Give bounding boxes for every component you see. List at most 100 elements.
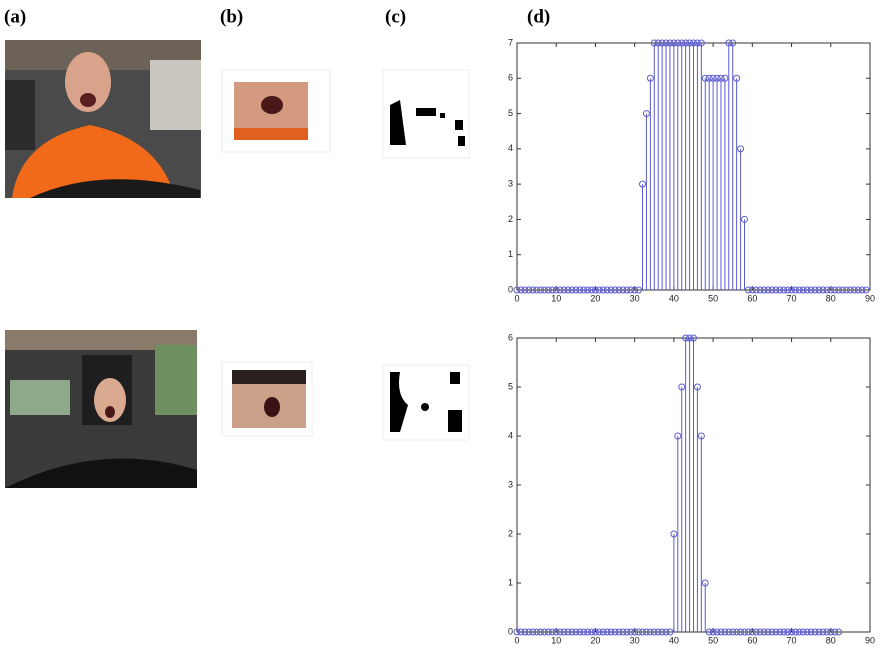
stem-marker <box>544 628 552 636</box>
stem-marker <box>631 628 639 636</box>
stem-marker <box>795 628 803 636</box>
stem-marker <box>650 39 658 47</box>
stem-marker <box>639 628 647 636</box>
stem-marker <box>713 628 721 636</box>
stem-marker <box>635 286 643 294</box>
stem-marker <box>560 286 568 294</box>
x-tick-label: 40 <box>669 635 679 645</box>
stem-marker <box>599 628 607 636</box>
stem-marker <box>642 628 650 636</box>
stem-marker <box>748 628 756 636</box>
y-tick-label: 3 <box>508 179 513 189</box>
stem-marker <box>642 110 650 118</box>
stem-marker <box>513 628 521 636</box>
stem-marker <box>819 286 827 294</box>
stem-marker <box>803 628 811 636</box>
y-tick-label: 0 <box>508 626 513 636</box>
stem-marker <box>603 628 611 636</box>
x-tick-label: 70 <box>787 635 797 645</box>
stem-marker <box>752 628 760 636</box>
stem-marker <box>646 74 654 82</box>
stem-marker <box>835 628 843 636</box>
stem-marker <box>623 628 631 636</box>
stem-marker <box>811 286 819 294</box>
stem-marker <box>693 383 701 391</box>
stem-marker <box>737 628 745 636</box>
stem-marker <box>548 286 556 294</box>
stem-marker <box>627 628 635 636</box>
stem-marker <box>839 286 847 294</box>
stem-marker <box>791 286 799 294</box>
stem-marker <box>858 286 866 294</box>
stem-marker <box>623 286 631 294</box>
stem-marker <box>713 74 721 82</box>
y-tick-label: 0 <box>508 284 513 294</box>
y-tick-label: 2 <box>508 528 513 538</box>
stem-marker <box>850 286 858 294</box>
stem-marker <box>670 530 678 538</box>
y-tick-label: 7 <box>508 37 513 47</box>
stem-marker <box>690 39 697 47</box>
stem-marker <box>650 628 658 636</box>
stem-marker <box>537 286 545 294</box>
stem-marker <box>682 39 690 47</box>
stem-marker <box>591 286 599 294</box>
stem-marker <box>791 628 799 636</box>
stem-marker <box>740 628 748 636</box>
stem-marker <box>772 628 780 636</box>
stem-marker <box>658 39 666 47</box>
stem-marker <box>740 215 748 223</box>
stem-marker <box>701 74 709 82</box>
stem-marker <box>599 286 607 294</box>
stem-marker <box>729 628 737 636</box>
x-tick-label: 10 <box>551 293 561 303</box>
stem-marker <box>701 579 709 587</box>
stem-marker <box>603 286 611 294</box>
stem-marker <box>666 628 674 636</box>
stem-marker <box>737 145 745 153</box>
stem-marker <box>556 286 564 294</box>
stem-marker <box>725 628 733 636</box>
stem-marker <box>705 628 713 636</box>
stem-marker <box>803 286 811 294</box>
stem-marker <box>717 74 725 82</box>
stem-marker <box>854 286 862 294</box>
stem-marker <box>654 39 662 47</box>
stem-marker <box>823 286 831 294</box>
stem-marker <box>540 286 548 294</box>
stem-marker <box>717 628 725 636</box>
driver-photo <box>5 330 197 488</box>
x-tick-label: 30 <box>630 293 640 303</box>
stem-marker <box>697 39 705 47</box>
stem-marker <box>678 383 686 391</box>
stem-marker <box>744 628 752 636</box>
stem-marker <box>619 286 627 294</box>
stem-marker <box>564 286 572 294</box>
panel-label: (d) <box>527 6 550 27</box>
stem-marker <box>693 39 701 47</box>
driver-photo <box>5 40 201 198</box>
stem-marker <box>752 286 760 294</box>
stem-marker <box>658 628 666 636</box>
stem-marker <box>690 334 697 342</box>
y-tick-label: 4 <box>508 143 513 153</box>
stem-marker <box>807 628 815 636</box>
stem-marker <box>548 628 556 636</box>
stem-marker <box>521 628 529 636</box>
stem-marker <box>670 39 678 47</box>
stem-marker <box>525 628 533 636</box>
x-tick-label: 40 <box>669 293 679 303</box>
stem-marker <box>635 628 643 636</box>
stem-marker <box>584 628 592 636</box>
stem-marker <box>591 628 599 636</box>
stem-marker <box>568 628 576 636</box>
stem-marker <box>627 286 635 294</box>
stem-marker <box>776 286 784 294</box>
x-tick-label: 10 <box>551 635 561 645</box>
x-tick-label: 60 <box>747 635 757 645</box>
stem-marker <box>517 286 525 294</box>
stem-marker <box>611 286 619 294</box>
mouth-crop <box>234 82 308 140</box>
stem-marker <box>799 628 807 636</box>
stem-marker <box>588 286 596 294</box>
